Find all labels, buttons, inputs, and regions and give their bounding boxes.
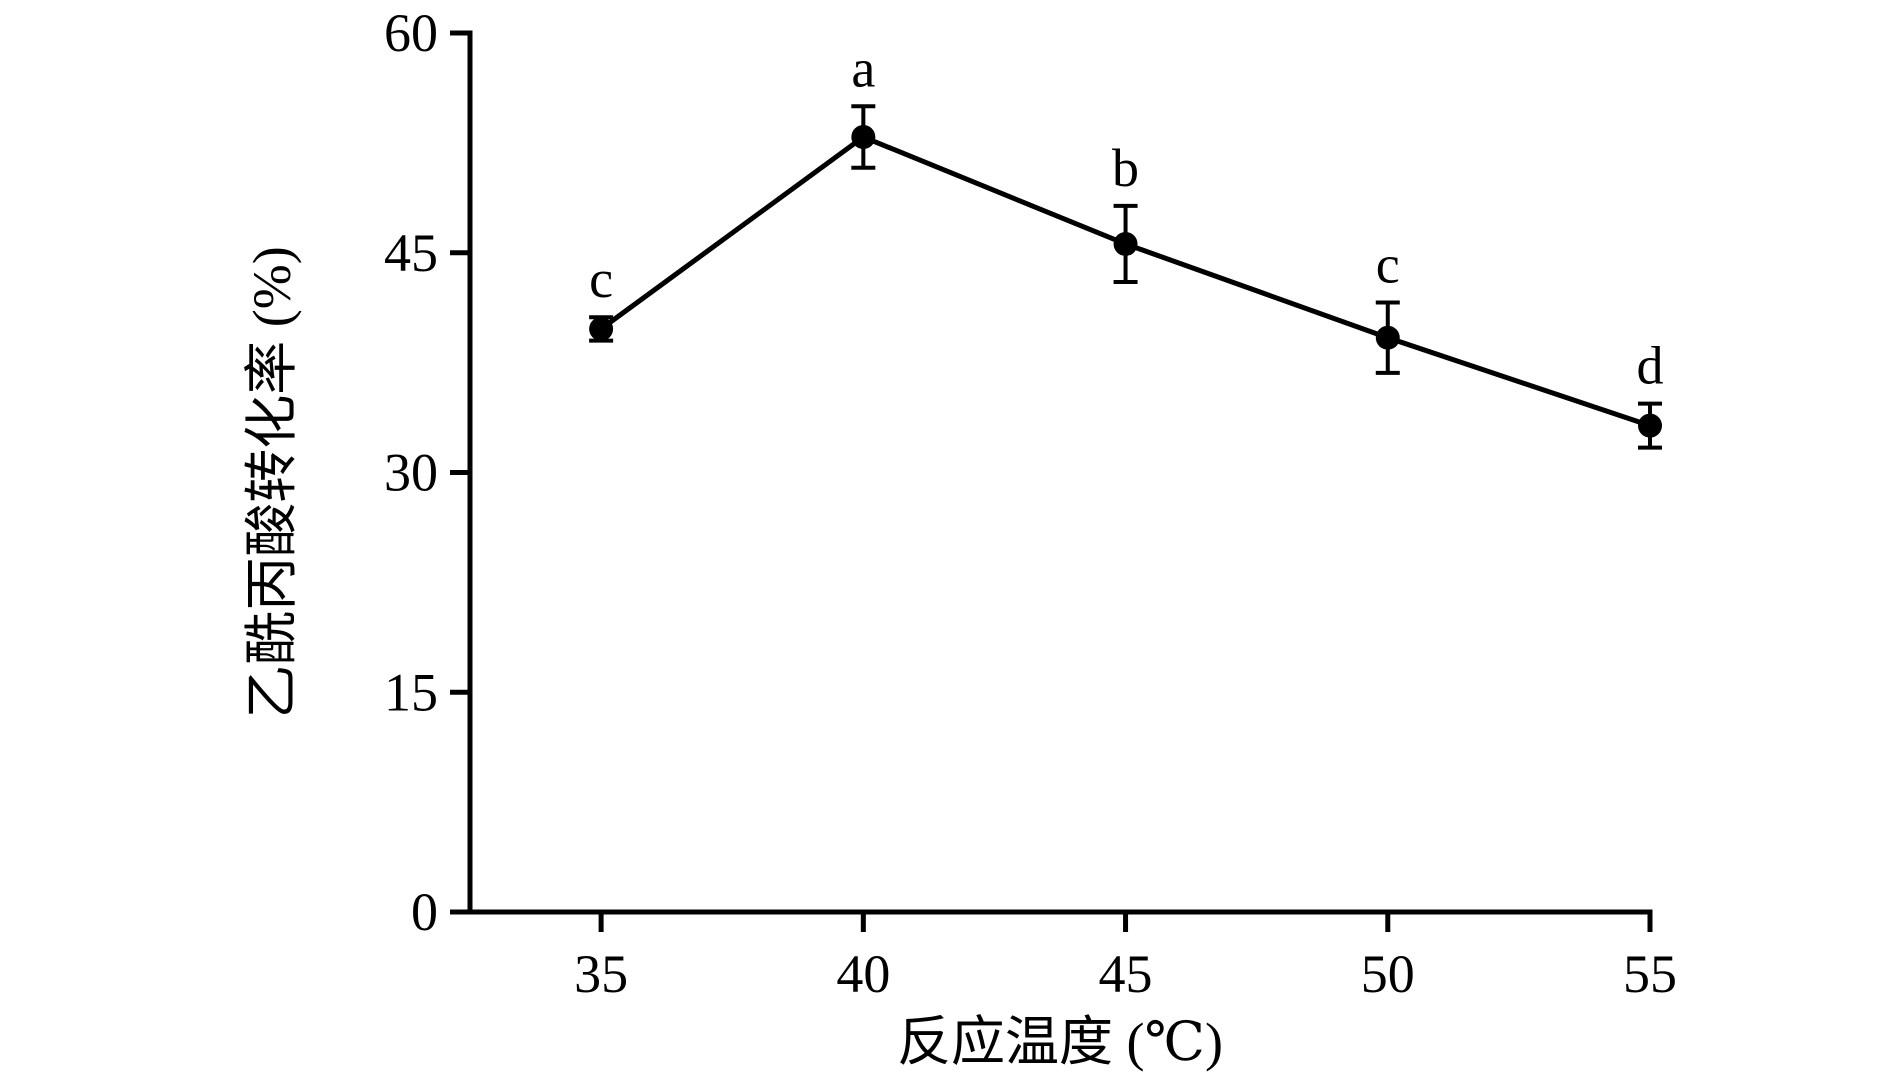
data-point [589,316,614,341]
y-tick-label: 60 [384,3,438,63]
data-point [851,125,876,150]
data-point [1113,231,1138,256]
x-axis-title: 反应温度 (℃) [897,1012,1223,1072]
x-tick-label: 35 [574,944,628,1004]
y-tick-label: 45 [384,223,438,283]
y-tick-label: 30 [384,443,438,503]
significance-label: b [1112,138,1139,198]
x-tick-label: 55 [1623,944,1677,1004]
significance-label: a [851,38,875,98]
y-axis-title: 乙酰丙酸转化率 (%) [242,246,302,718]
x-tick-label: 40 [836,944,890,1004]
significance-label: c [1376,235,1400,295]
data-series [589,104,1662,450]
y-tick-label: 0 [411,882,438,942]
data-point [1375,325,1400,350]
x-tick-label: 50 [1361,944,1415,1004]
significance-label: c [589,249,613,309]
significance-labels: c a b c d [589,38,1663,395]
x-tick-label: 45 [1099,944,1153,1004]
significance-label: d [1637,336,1664,396]
y-tick-label: 15 [384,662,438,722]
ticks: 0 15 30 45 60 35 40 45 50 55 [384,3,1677,1004]
axes [467,30,1653,915]
data-point [1638,413,1662,438]
